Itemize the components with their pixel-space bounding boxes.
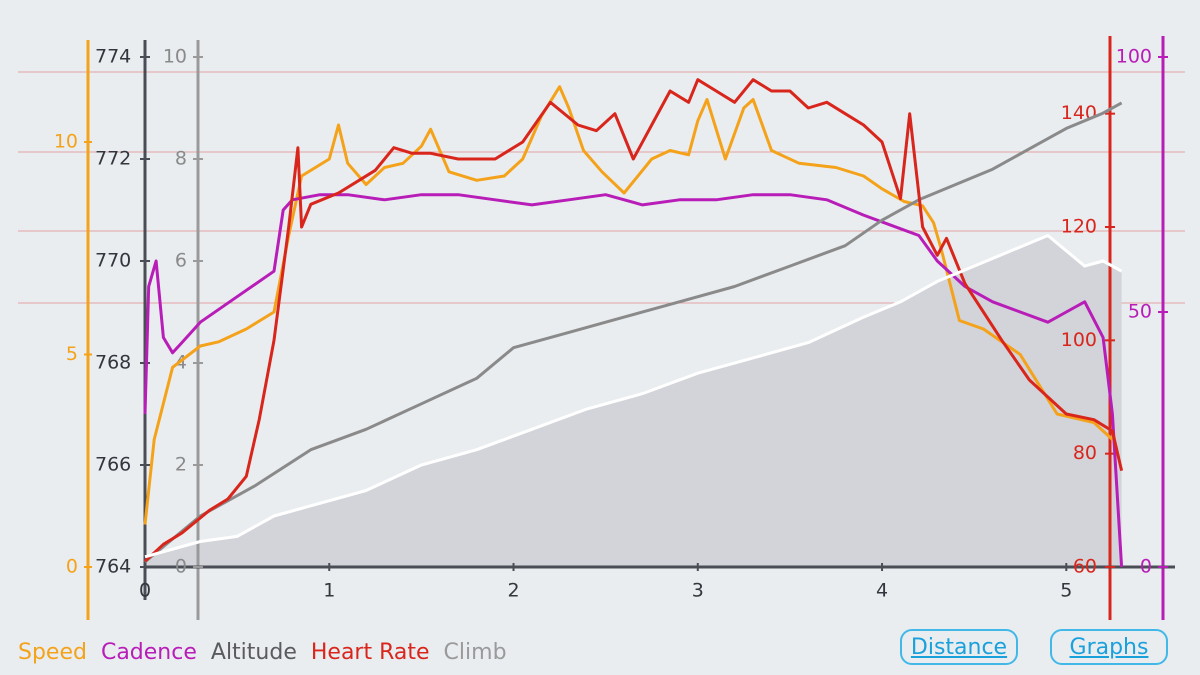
heartrate-tick-label: 100 bbox=[1061, 329, 1097, 351]
speed-tick-label: 0 bbox=[66, 556, 78, 578]
legend-item-cadence: Cadence bbox=[100, 640, 197, 665]
altitude-tick-label: 766 bbox=[95, 454, 131, 476]
cadence-tick-label: 0 bbox=[1140, 556, 1152, 578]
heartrate-tick-label: 120 bbox=[1061, 216, 1097, 238]
x-tick-label: 2 bbox=[507, 580, 519, 602]
heart-rate-line bbox=[143, 78, 1124, 563]
x-tick-label: 3 bbox=[692, 580, 704, 602]
x-tick-label: 1 bbox=[323, 580, 335, 602]
legend-item-altitude: Altitude bbox=[210, 640, 297, 665]
climb-tick-label: 8 bbox=[175, 148, 187, 170]
heartrate-tick-label: 60 bbox=[1073, 556, 1097, 578]
cadence-tick-label: 50 bbox=[1128, 301, 1152, 323]
x-tick-label: 5 bbox=[1060, 580, 1072, 602]
legend-item-speed: Speed bbox=[18, 640, 87, 665]
climb-line bbox=[144, 234, 1123, 559]
speed-tick-label: 5 bbox=[66, 343, 78, 365]
legend-item-heart-rate: Heart Rate bbox=[310, 640, 430, 665]
cadence-tick-label: 100 bbox=[1116, 46, 1152, 68]
climb-tick-label: 10 bbox=[163, 46, 187, 68]
altitude-tick-label: 774 bbox=[95, 46, 131, 68]
altitude-tick-label: 764 bbox=[95, 556, 131, 578]
x-tick-label: 4 bbox=[876, 580, 888, 602]
climb-tick-label: 6 bbox=[175, 250, 187, 272]
altitude-line bbox=[144, 101, 1123, 564]
climb-tick-label: 2 bbox=[175, 454, 187, 476]
altitude-tick-label: 770 bbox=[95, 250, 131, 272]
heartrate-tick-label: 140 bbox=[1061, 102, 1097, 124]
altitude-tick-label: 768 bbox=[95, 352, 131, 374]
altitude-tick-label: 772 bbox=[95, 148, 131, 170]
cadence-line bbox=[143, 193, 1124, 568]
heartrate-tick-label: 80 bbox=[1073, 442, 1097, 464]
climb-area bbox=[145, 235, 1122, 567]
x-tick-label: 0 bbox=[139, 580, 151, 602]
legend: Speed Cadence Altitude Heart Rate Climb bbox=[18, 640, 521, 665]
legend-item-climb: Climb bbox=[443, 640, 507, 665]
climb-tick-label: 0 bbox=[175, 556, 187, 578]
graphs-button[interactable]: Graphs bbox=[1050, 629, 1168, 665]
distance-button[interactable]: Distance bbox=[900, 629, 1018, 665]
speed-tick-label: 10 bbox=[54, 131, 78, 153]
